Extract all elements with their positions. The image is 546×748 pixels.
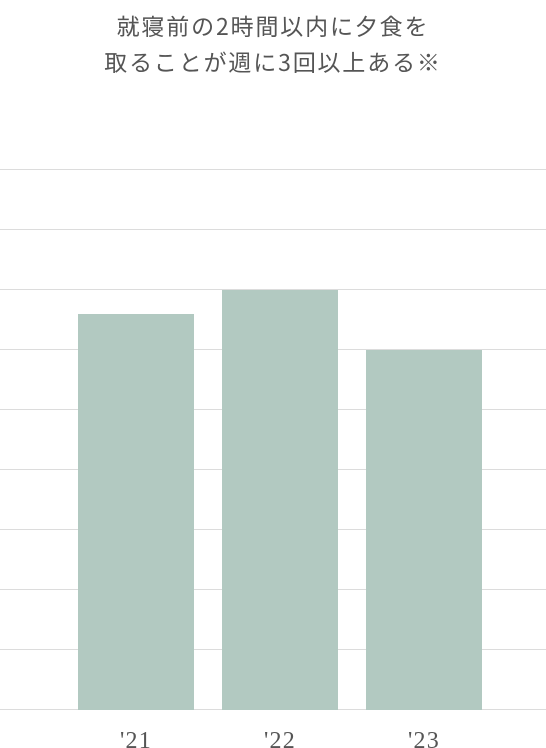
bar xyxy=(222,290,338,710)
bar xyxy=(366,350,482,710)
bar-chart: 就寝前の2時間以内に夕食を 取ることが週に3回以上ある※ '21 '22 '23 xyxy=(0,0,546,748)
bar xyxy=(78,314,194,710)
x-axis-label: '23 xyxy=(408,728,440,748)
plot-area xyxy=(0,170,546,710)
chart-title: 就寝前の2時間以内に夕食を 取ることが週に3回以上ある※ xyxy=(0,0,546,79)
x-axis-label: '21 xyxy=(120,728,152,748)
chart-title-line-2: 取ることが週に3回以上ある※ xyxy=(104,44,442,78)
bars-container xyxy=(0,170,546,710)
x-axis-label: '22 xyxy=(264,728,296,748)
chart-title-line-1: 就寝前の2時間以内に夕食を xyxy=(117,8,430,42)
